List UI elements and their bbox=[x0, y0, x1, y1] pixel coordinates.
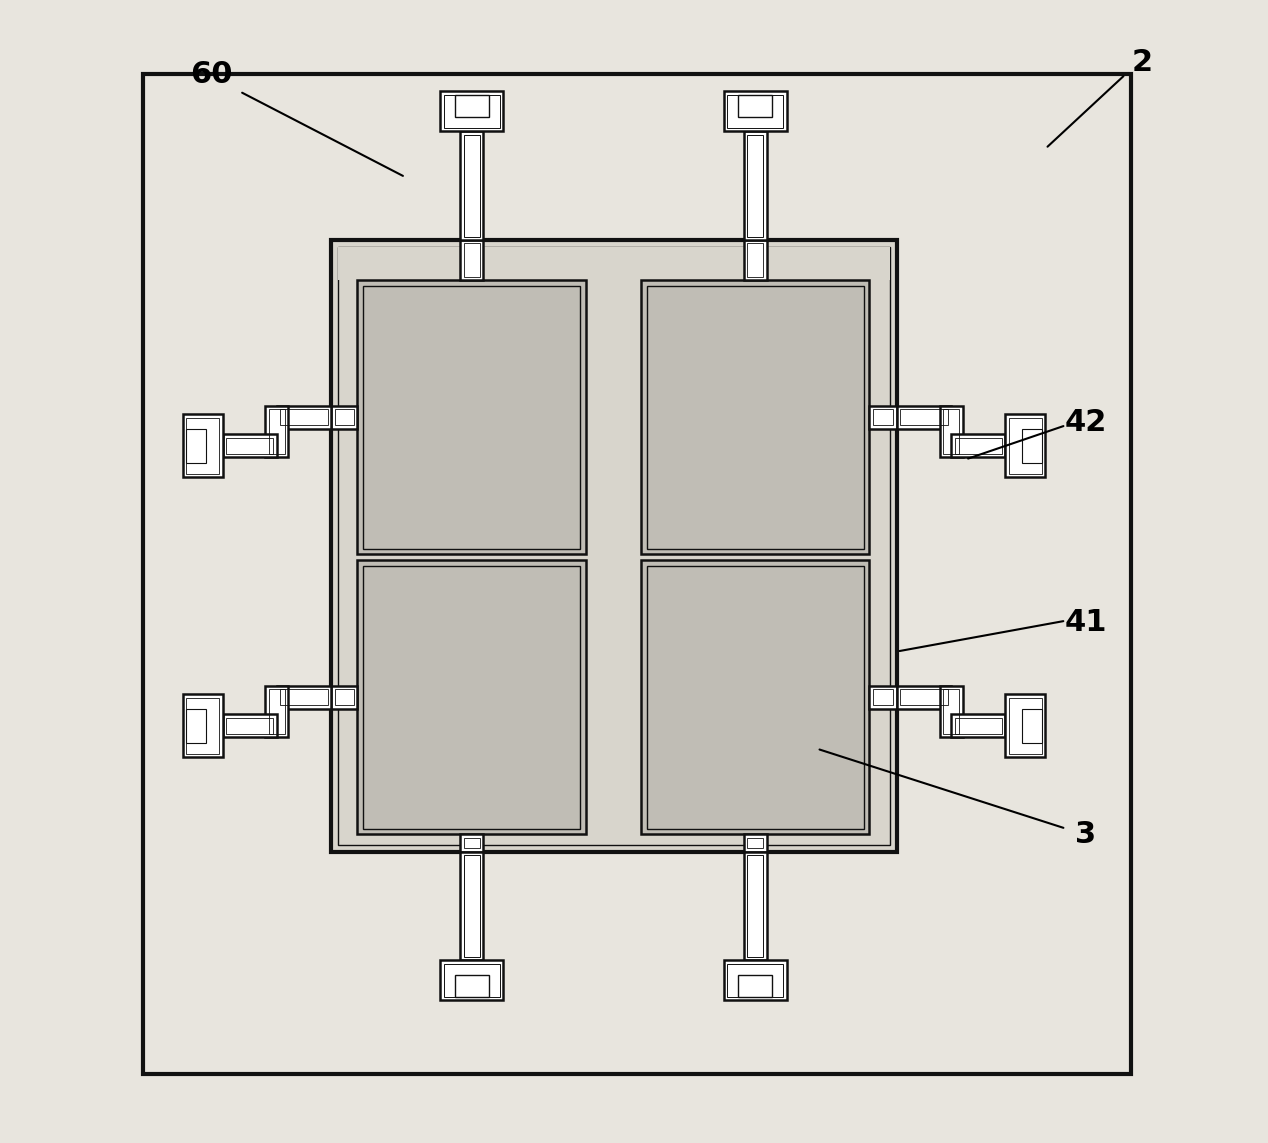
Bar bbox=[222, 714, 276, 737]
Bar bbox=[870, 406, 896, 429]
Bar bbox=[738, 975, 772, 997]
Bar bbox=[744, 240, 767, 280]
Bar bbox=[951, 434, 1006, 457]
Bar bbox=[940, 686, 962, 737]
Bar bbox=[1009, 417, 1042, 473]
Bar bbox=[363, 566, 581, 829]
Bar bbox=[460, 834, 483, 852]
Bar bbox=[186, 417, 219, 473]
Bar bbox=[265, 686, 288, 737]
Bar bbox=[738, 95, 772, 117]
Bar bbox=[358, 280, 586, 554]
Bar bbox=[222, 434, 276, 457]
Bar bbox=[265, 406, 288, 457]
Text: 42: 42 bbox=[1064, 408, 1107, 438]
Bar bbox=[727, 95, 784, 128]
Text: 2: 2 bbox=[1132, 48, 1153, 78]
Bar bbox=[363, 286, 581, 549]
Bar bbox=[186, 709, 205, 743]
Bar bbox=[747, 243, 763, 277]
Bar bbox=[1006, 694, 1046, 757]
Bar bbox=[940, 406, 962, 457]
Bar bbox=[460, 131, 483, 240]
Bar bbox=[358, 280, 586, 554]
Bar bbox=[951, 714, 1006, 737]
Bar bbox=[276, 406, 331, 429]
Bar bbox=[339, 247, 890, 845]
Bar bbox=[872, 409, 894, 425]
Bar bbox=[724, 960, 786, 1000]
Bar bbox=[1009, 697, 1042, 754]
Bar bbox=[276, 686, 331, 709]
Bar bbox=[747, 855, 763, 957]
Bar bbox=[186, 429, 205, 463]
Bar bbox=[943, 409, 959, 454]
Text: 41: 41 bbox=[1064, 608, 1107, 638]
Bar bbox=[454, 95, 489, 117]
Text: 60: 60 bbox=[190, 59, 232, 89]
Bar bbox=[955, 718, 1002, 734]
Bar bbox=[727, 964, 784, 997]
Bar bbox=[747, 838, 763, 848]
Bar bbox=[331, 240, 896, 852]
Bar bbox=[280, 409, 327, 425]
Bar bbox=[280, 689, 327, 705]
Bar bbox=[269, 689, 285, 734]
Bar bbox=[358, 560, 586, 834]
Bar bbox=[744, 852, 767, 960]
Bar bbox=[183, 694, 222, 757]
Bar bbox=[640, 280, 870, 554]
Bar bbox=[896, 406, 951, 429]
Bar bbox=[440, 91, 503, 131]
Bar bbox=[943, 689, 959, 734]
Bar bbox=[896, 686, 951, 709]
Bar bbox=[464, 135, 479, 237]
Bar bbox=[724, 91, 786, 131]
Bar bbox=[331, 686, 358, 709]
Bar bbox=[464, 855, 479, 957]
Bar bbox=[872, 689, 894, 705]
Bar bbox=[464, 838, 479, 848]
Bar bbox=[1006, 414, 1046, 478]
Bar bbox=[444, 964, 500, 997]
Bar bbox=[269, 409, 285, 454]
Bar bbox=[640, 560, 870, 834]
Bar bbox=[1022, 709, 1042, 743]
Bar bbox=[747, 135, 763, 237]
Text: 3: 3 bbox=[1075, 820, 1096, 849]
Bar bbox=[186, 697, 219, 754]
Bar bbox=[440, 960, 503, 1000]
Bar bbox=[142, 74, 1131, 1074]
Bar bbox=[647, 286, 864, 549]
Bar bbox=[900, 689, 947, 705]
Bar bbox=[870, 686, 896, 709]
Bar bbox=[454, 975, 489, 997]
Bar bbox=[358, 560, 586, 834]
Bar bbox=[183, 414, 222, 478]
Bar bbox=[460, 852, 483, 960]
Bar bbox=[744, 131, 767, 240]
Bar bbox=[339, 247, 890, 280]
Bar bbox=[1022, 429, 1042, 463]
Bar bbox=[744, 834, 767, 852]
Bar bbox=[640, 560, 870, 834]
Bar bbox=[331, 406, 358, 429]
Bar bbox=[460, 240, 483, 280]
Bar bbox=[226, 718, 274, 734]
Bar bbox=[335, 409, 354, 425]
Bar bbox=[335, 689, 354, 705]
Bar bbox=[226, 438, 274, 454]
Bar bbox=[955, 438, 1002, 454]
Bar bbox=[900, 409, 947, 425]
Bar bbox=[640, 280, 870, 554]
Bar bbox=[444, 95, 500, 128]
Bar bbox=[464, 243, 479, 277]
Bar bbox=[647, 566, 864, 829]
